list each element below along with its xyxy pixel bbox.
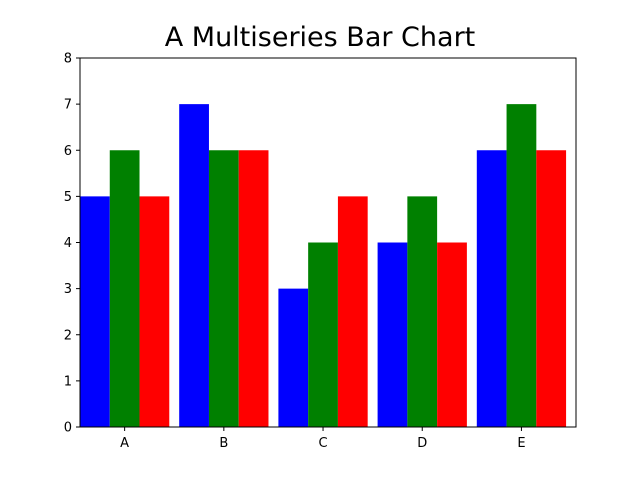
y-tick-label: 0: [64, 421, 72, 436]
y-tick-label: 2: [64, 328, 72, 343]
bar-E-series-3: [536, 150, 567, 427]
bar-E-series-1: [476, 150, 507, 427]
x-tick-label: D: [417, 436, 427, 451]
bar-E-series-2: [506, 104, 537, 427]
bar-C-series-1: [278, 288, 309, 427]
bar-A-series-2: [109, 150, 140, 427]
x-tick-label: B: [219, 436, 228, 451]
bar-A-series-1: [80, 196, 110, 427]
y-tick-label: 5: [64, 190, 72, 205]
bar-A-series-3: [139, 196, 170, 427]
bar-C-series-2: [308, 242, 338, 427]
bar-B-series-2: [208, 150, 239, 427]
bar-C-series-3: [337, 196, 368, 427]
x-tick-label: A: [120, 436, 129, 451]
y-tick-label: 3: [64, 282, 72, 297]
bar-D-series-3: [437, 242, 467, 427]
bar-B-series-3: [238, 150, 269, 427]
bar-D-series-1: [377, 242, 408, 427]
bar-B-series-1: [179, 104, 209, 427]
y-tick-label: 8: [64, 52, 72, 67]
x-tick-label: C: [319, 436, 328, 451]
bar-D-series-2: [407, 196, 438, 427]
y-tick-label: 4: [64, 236, 72, 251]
chart-title: A Multiseries Bar Chart: [164, 22, 476, 53]
y-tick-label: 6: [64, 144, 72, 159]
x-tick-label: E: [517, 436, 525, 451]
y-tick-label: 1: [64, 374, 72, 389]
y-tick-label: 7: [64, 98, 72, 113]
